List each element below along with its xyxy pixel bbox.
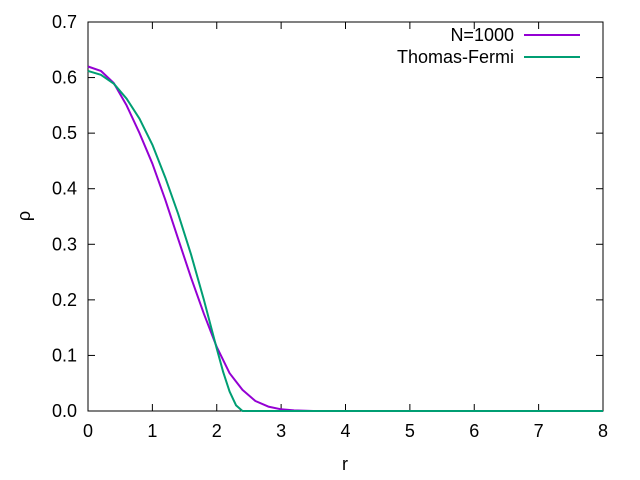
x-tick-label: 8 bbox=[598, 421, 608, 441]
x-tick-label: 3 bbox=[276, 421, 286, 441]
x-tick-label: 0 bbox=[83, 421, 93, 441]
plot-frame bbox=[87, 21, 604, 412]
y-axis-label: ρ bbox=[14, 211, 34, 221]
axis-ticks: 0 1 2 3 4 5 6 7 8 0.0 0.1 0.2 0.3 0.4 0.5 0.6 0.7 bbox=[52, 12, 608, 441]
x-tick-label: 4 bbox=[340, 421, 350, 441]
y-tick-label: 0.4 bbox=[52, 179, 77, 199]
x-axis-label: r bbox=[342, 454, 348, 474]
y-tick-label: 0.0 bbox=[52, 401, 77, 421]
series-layer bbox=[87, 65, 603, 412]
x-tick-label: 5 bbox=[405, 421, 415, 441]
y-tick-label: 0.2 bbox=[52, 290, 77, 310]
legend-label: Thomas-Fermi bbox=[397, 47, 514, 67]
y-tick-label: 0.5 bbox=[52, 123, 77, 143]
y-tick-label: 0.3 bbox=[52, 234, 77, 254]
x-tick-label: 1 bbox=[147, 421, 157, 441]
series-line-0 bbox=[87, 65, 603, 412]
x-tick-label: 7 bbox=[534, 421, 544, 441]
y-tick-label: 0.1 bbox=[52, 345, 77, 365]
y-tick-label: 0.7 bbox=[52, 12, 77, 32]
x-tick-label: 2 bbox=[212, 421, 222, 441]
legend-label: N=1000 bbox=[450, 25, 514, 45]
x-tick-label: 6 bbox=[469, 421, 479, 441]
y-tick-label: 0.6 bbox=[52, 68, 77, 88]
series-line-1 bbox=[87, 69, 603, 412]
